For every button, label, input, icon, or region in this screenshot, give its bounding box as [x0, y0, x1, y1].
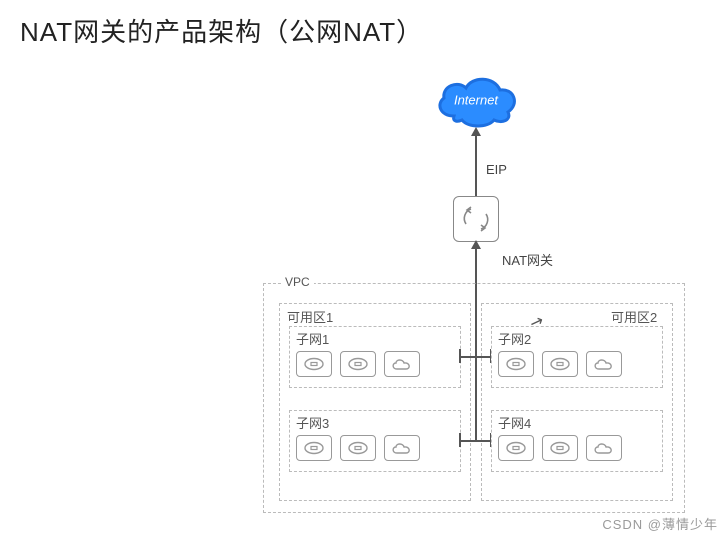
ecs-instance-icon — [296, 435, 332, 461]
eip-arrow-icon — [471, 127, 481, 136]
cloud-resource-icon — [586, 351, 622, 377]
nat-gateway-icon — [453, 196, 499, 242]
eip-connector — [475, 135, 477, 196]
subnet: 子网1 — [289, 326, 461, 388]
ecs-instance-icon — [340, 435, 376, 461]
subnet: 子网3 — [289, 410, 461, 472]
internet-cloud: Internet — [430, 70, 522, 128]
resource-row — [296, 351, 420, 377]
vpc-label: VPC — [281, 275, 314, 289]
subnet-label: 子网2 — [498, 329, 531, 348]
subnet: 子网2 — [491, 326, 663, 388]
ecs-instance-icon — [542, 435, 578, 461]
ecs-instance-icon — [498, 435, 534, 461]
watermark: CSDN @薄情少年 — [602, 514, 718, 533]
ecs-instance-icon — [498, 351, 534, 377]
ecs-instance-icon — [542, 351, 578, 377]
subnet-label: 子网3 — [296, 413, 329, 432]
subnet-label: 子网1 — [296, 329, 329, 348]
az-label: 可用区1 — [287, 307, 333, 326]
cloud-resource-icon — [384, 435, 420, 461]
resource-row — [296, 435, 420, 461]
ecs-instance-icon — [340, 351, 376, 377]
resource-row — [498, 351, 622, 377]
subnet-connector — [459, 440, 491, 442]
connector-tick — [459, 433, 461, 447]
subnet-connector — [459, 356, 491, 358]
nat-arrow-icon — [471, 240, 481, 249]
page-title: NAT网关的产品架构（公网NAT） — [20, 12, 423, 49]
eip-label: EIP — [486, 162, 507, 177]
ecs-instance-icon — [296, 351, 332, 377]
connector-tick — [459, 349, 461, 363]
internet-label: Internet — [430, 93, 522, 108]
subnet: 子网4 — [491, 410, 663, 472]
az-label: 可用区2 — [611, 307, 657, 326]
cloud-resource-icon — [586, 435, 622, 461]
subnet-label: 子网4 — [498, 413, 531, 432]
resource-row — [498, 435, 622, 461]
nat-gateway-label: NAT网关 — [502, 250, 553, 269]
connector-tick — [490, 349, 492, 363]
connector-tick — [490, 433, 492, 447]
cloud-resource-icon — [384, 351, 420, 377]
